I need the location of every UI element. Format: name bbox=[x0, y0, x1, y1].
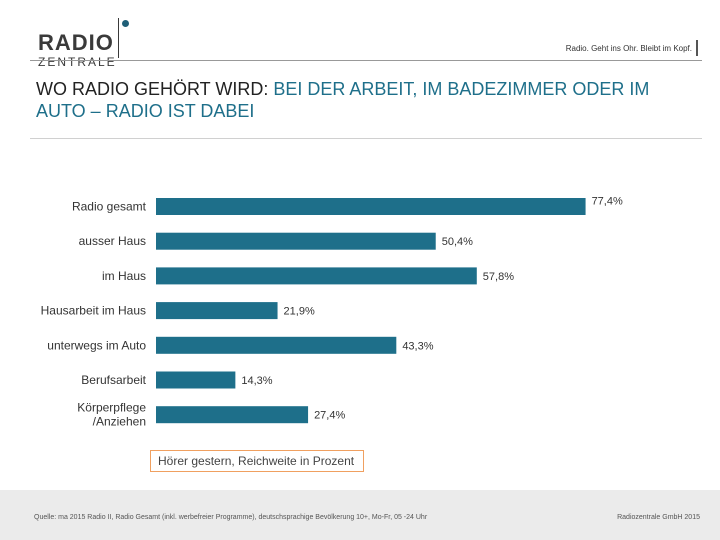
copyright: Radiozentrale GmbH 2015 bbox=[617, 514, 700, 521]
logo-radio-text: RADIO bbox=[38, 30, 114, 55]
header-divider bbox=[30, 60, 702, 61]
category-label: Radio gesamt bbox=[72, 200, 147, 214]
chart-legend: Hörer gestern, Reichweite in Prozent bbox=[150, 450, 364, 472]
bar-chart: Radio gesamt 77,4% ausser Haus 50,4% im Haus… bbox=[41, 196, 623, 429]
tagline: Radio. Geht ins Ohr. Bleibt im Kopf. bbox=[565, 44, 692, 53]
tagline-bar bbox=[696, 40, 698, 56]
logo-divider bbox=[118, 18, 119, 58]
bar bbox=[156, 371, 236, 389]
category-label: ausser Haus bbox=[79, 234, 146, 248]
logo: RADIO ZENTRALE bbox=[38, 18, 138, 68]
title-part-2: BEI DER ARBEIT, IM BADEZIMMER ODER IM AU… bbox=[36, 79, 650, 121]
value-label: 77,4% bbox=[592, 196, 623, 208]
value-label: 14,3% bbox=[241, 375, 272, 387]
category-label: unterwegs im Auto bbox=[47, 338, 146, 352]
value-label: 21,9% bbox=[284, 306, 315, 318]
bar bbox=[156, 267, 477, 285]
value-label: 50,4% bbox=[442, 236, 473, 248]
value-label: 57,8% bbox=[483, 271, 514, 283]
title-divider bbox=[30, 138, 702, 139]
category-label: Körperpflege/Anziehen bbox=[77, 401, 146, 429]
logo-zentrale-text: ZENTRALE bbox=[38, 55, 117, 69]
value-label: 27,4% bbox=[314, 410, 345, 422]
bar bbox=[156, 232, 436, 250]
bar bbox=[156, 336, 397, 354]
bar bbox=[156, 302, 278, 320]
footer: Quelle: ma 2015 Radio II, Radio Gesamt (… bbox=[0, 490, 720, 540]
source-note: Quelle: ma 2015 Radio II, Radio Gesamt (… bbox=[34, 514, 428, 521]
category-label: Hausarbeit im Haus bbox=[41, 304, 146, 318]
title-part-1: WO RADIO GEHÖRT WIRD: bbox=[36, 79, 274, 99]
page-title: WO RADIO GEHÖRT WIRD: BEI DER ARBEIT, IM… bbox=[36, 78, 686, 122]
category-label: im Haus bbox=[102, 269, 146, 283]
logo-dot-icon bbox=[122, 20, 129, 27]
bar bbox=[156, 406, 309, 424]
bar bbox=[156, 198, 586, 215]
value-label: 43,3% bbox=[402, 340, 433, 352]
category-label: Berufsarbeit bbox=[81, 373, 146, 387]
